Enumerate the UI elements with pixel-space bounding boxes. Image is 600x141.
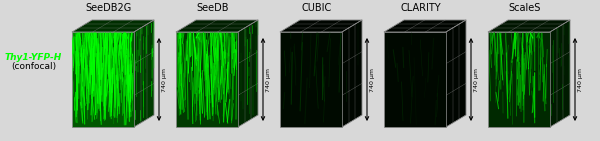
Text: 740 μm: 740 μm — [474, 68, 479, 92]
Text: 740 μm: 740 μm — [162, 68, 167, 92]
Polygon shape — [384, 32, 446, 127]
Polygon shape — [342, 20, 362, 127]
Text: 740 μm: 740 μm — [266, 68, 271, 92]
Polygon shape — [550, 20, 570, 127]
Text: Thy1-YFP-H: Thy1-YFP-H — [5, 52, 62, 61]
Polygon shape — [176, 32, 238, 127]
Polygon shape — [488, 20, 570, 32]
Text: CLARITY: CLARITY — [401, 3, 442, 13]
Polygon shape — [238, 20, 258, 127]
Polygon shape — [280, 32, 342, 127]
Polygon shape — [488, 32, 550, 127]
Polygon shape — [176, 20, 258, 32]
Polygon shape — [280, 20, 362, 32]
Polygon shape — [72, 32, 134, 127]
Text: (confocal): (confocal) — [11, 62, 56, 71]
Text: ScaleS: ScaleS — [509, 3, 541, 13]
Polygon shape — [384, 20, 466, 32]
Text: SeeDB2G: SeeDB2G — [86, 3, 132, 13]
Polygon shape — [446, 20, 466, 127]
Polygon shape — [72, 20, 154, 32]
Text: 740 μm: 740 μm — [578, 68, 583, 92]
Text: SeeDB: SeeDB — [197, 3, 229, 13]
Polygon shape — [134, 20, 154, 127]
Text: 740 μm: 740 μm — [370, 68, 375, 92]
Text: CUBIC: CUBIC — [302, 3, 332, 13]
